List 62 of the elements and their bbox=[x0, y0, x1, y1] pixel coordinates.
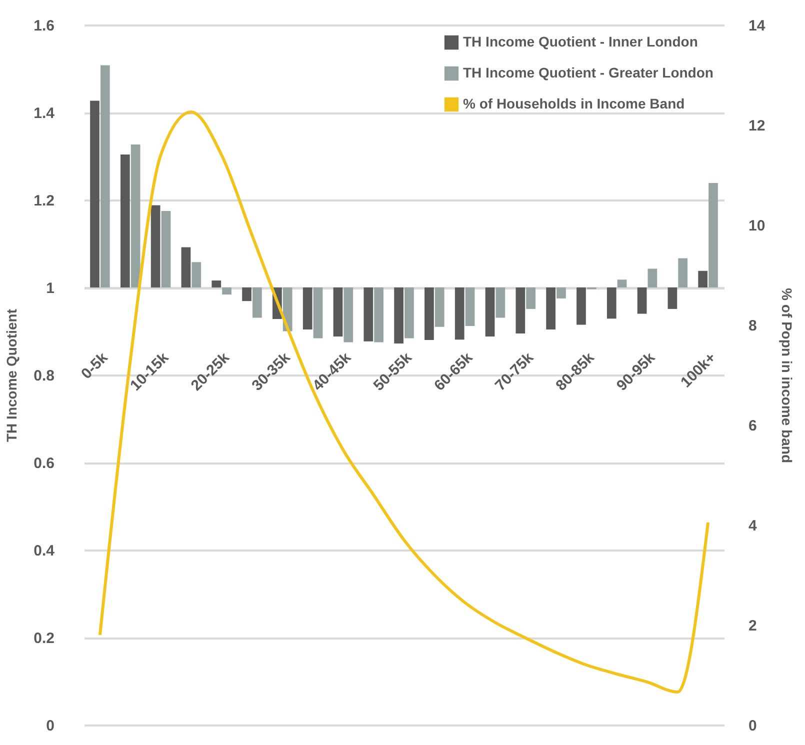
bar bbox=[313, 288, 323, 338]
y2-tick-label: 12 bbox=[748, 118, 766, 134]
bar bbox=[556, 288, 566, 298]
bar bbox=[576, 288, 586, 325]
x-tick-label: 0-5k bbox=[78, 348, 112, 383]
y-axis-title: TH Income Quotient bbox=[4, 308, 20, 442]
bar bbox=[526, 288, 536, 309]
y-tick-label: 0.4 bbox=[34, 542, 56, 560]
bar bbox=[668, 288, 678, 309]
y-tick-label: 1 bbox=[46, 280, 54, 297]
bar bbox=[364, 288, 374, 342]
bar bbox=[424, 288, 434, 340]
bar bbox=[333, 288, 343, 336]
bar bbox=[90, 100, 100, 288]
bar bbox=[100, 65, 110, 288]
y2-tick-label: 6 bbox=[748, 418, 757, 434]
bar bbox=[302, 288, 312, 330]
bar bbox=[130, 144, 140, 288]
bar bbox=[698, 270, 708, 288]
y-tick-label: 0.8 bbox=[34, 368, 54, 384]
y-tick-label: 1.6 bbox=[34, 18, 54, 34]
y2-tick-label: 2 bbox=[748, 618, 757, 634]
y2-tick-label: 14 bbox=[748, 18, 766, 34]
legend-label: TH Income Quotient - Greater London bbox=[463, 64, 714, 80]
bar bbox=[454, 288, 464, 340]
bar bbox=[648, 268, 658, 288]
legend-label: % of Households in Income Band bbox=[463, 96, 685, 112]
y-tick-label: 0.6 bbox=[34, 455, 54, 472]
bar bbox=[181, 247, 191, 288]
bar bbox=[606, 288, 616, 319]
bar bbox=[637, 288, 647, 314]
y-tick-label: 1.4 bbox=[34, 105, 56, 122]
y2-tick-label: 0 bbox=[748, 718, 757, 734]
bar bbox=[222, 288, 232, 294]
bar bbox=[150, 205, 160, 288]
y-tick-label: 0 bbox=[46, 718, 54, 734]
bar bbox=[546, 288, 556, 330]
bar bbox=[161, 210, 171, 288]
y-tick-label: 0.2 bbox=[34, 630, 54, 647]
bar bbox=[120, 154, 130, 288]
bar bbox=[252, 288, 262, 318]
bar bbox=[465, 288, 475, 326]
bar bbox=[394, 288, 404, 344]
bar bbox=[516, 288, 526, 334]
bar bbox=[496, 288, 506, 318]
y2-axis-title: % of Popn in income band bbox=[779, 288, 796, 463]
bar bbox=[485, 288, 495, 336]
bar bbox=[404, 288, 414, 338]
bar bbox=[617, 280, 627, 288]
bar bbox=[344, 288, 354, 342]
bar bbox=[708, 182, 718, 288]
bar bbox=[212, 280, 222, 288]
y-tick-label: 1.2 bbox=[34, 192, 54, 210]
y2-tick-label: 10 bbox=[748, 218, 766, 234]
y2-tick-label: 4 bbox=[748, 518, 758, 534]
bar bbox=[242, 288, 252, 302]
y2-tick-label: 8 bbox=[748, 318, 757, 334]
bar bbox=[374, 288, 384, 342]
legend-label: TH Income Quotient - Inner London bbox=[463, 34, 698, 50]
bar bbox=[678, 258, 688, 288]
bar bbox=[192, 262, 202, 288]
bar bbox=[434, 288, 444, 327]
